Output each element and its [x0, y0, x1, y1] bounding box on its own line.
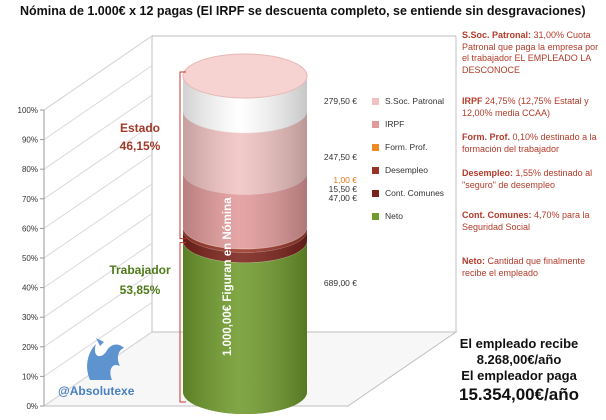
- group-pct: 46,15%: [120, 139, 161, 153]
- legend-label: Neto: [385, 211, 403, 221]
- group-pct: 53,85%: [120, 283, 161, 297]
- note-text: 4,70% para la Seguridad Social: [462, 210, 590, 232]
- summary-employer-label: El empleador paga: [461, 368, 577, 383]
- chart-title: Nómina de 1.000€ x 12 pagas (El IRPF se …: [20, 4, 586, 18]
- note-item: IRPF 24,75% (12,75% Estatal y 12,00% med…: [462, 96, 602, 119]
- note-item: Cont. Comunes: 4,70% para la Seguridad S…: [462, 210, 602, 233]
- y-tick-label: 50%: [22, 254, 38, 263]
- cylinder-bar: 1.000,00€ Figuran en Nómina: [182, 53, 308, 414]
- legend-label: S.Soc. Patronal: [385, 96, 444, 106]
- group-brackets: Estado 46,15% Trabajador 53,85%: [109, 71, 186, 403]
- y-tick-label: 70%: [22, 195, 38, 204]
- bracket-trabajador: [179, 242, 186, 403]
- bar-vertical-label: 1.000,00€ Figuran en Nómina: [222, 197, 234, 356]
- legend-swatch: [372, 213, 379, 220]
- note-item: S.Soc. Patronal: 31,00% Cuota Patronal q…: [462, 30, 602, 76]
- logo-text: @Absolutexe: [58, 384, 135, 398]
- gridline: [43, 242, 153, 318]
- gridline: [43, 272, 153, 348]
- legend-label: Cont. Comunes: [385, 188, 444, 198]
- note-text: 1,55% destinado al "seguro" de desempleo: [462, 168, 593, 190]
- note-item: Form. Prof. 0,10% destinado a la formaci…: [462, 132, 602, 155]
- y-tick-label: 10%: [22, 372, 38, 381]
- gridline: [43, 183, 153, 259]
- cylinder-top: [182, 53, 308, 99]
- note-heading: Cont. Comunes:: [462, 210, 532, 220]
- value-label: 279,50 €: [324, 96, 357, 106]
- legend-swatch: [372, 98, 379, 105]
- y-tick-label: 60%: [22, 224, 38, 233]
- summary-employee-value: 8.268,00€/año: [476, 352, 562, 367]
- gridline: [43, 153, 153, 229]
- legend-swatch: [372, 190, 379, 197]
- bracket-estado: [179, 71, 186, 240]
- y-tick-label: 80%: [22, 165, 38, 174]
- note-heading: Form. Prof.: [462, 132, 511, 142]
- gridline: [43, 35, 153, 111]
- annual-summary: El empleado recibe 8.268,00€/año El empl…: [440, 336, 598, 406]
- y-tick-label: 90%: [22, 136, 38, 145]
- note-text: 24,75% (12,75% Estatal y 12,00% media CC…: [462, 96, 589, 118]
- note-item: Neto: Cantidad que finalmente recibe el …: [462, 256, 602, 279]
- note-text: 31,00% Cuota Patronal que paga la empres…: [462, 30, 599, 75]
- value-label: 47,00 €: [329, 193, 358, 203]
- griffin-logo-icon: [87, 344, 124, 380]
- cylinder-shading: [183, 76, 307, 414]
- y-tick-label: 100%: [18, 106, 38, 115]
- gridline: [43, 94, 153, 170]
- legend-label: Form. Prof.: [385, 142, 428, 152]
- y-tick-label: 30%: [22, 313, 38, 322]
- value-label: 689,00 €: [324, 278, 357, 288]
- value-label: 15,50 €: [329, 184, 358, 194]
- note-text: 0,10% destinado a la formación del traba…: [462, 132, 597, 154]
- group-label: Estado: [120, 121, 160, 135]
- note-item: Desempleo: 1,55% destinado al "seguro" d…: [462, 168, 602, 191]
- value-label: 247,50 €: [324, 152, 357, 162]
- note-text: Cantidad que finalmente recibe el emplea…: [462, 256, 586, 278]
- legend-label: IRPF: [385, 119, 404, 129]
- legend-label: Desempleo: [385, 165, 428, 175]
- note-heading: IRPF: [462, 96, 483, 106]
- note-heading: Neto:: [462, 256, 485, 266]
- y-axis: 0% 10% 20% 30% 40% 50% 60% 70% 80% 90% 100%: [18, 106, 45, 411]
- legend: S.Soc. Patronal IRPF Form. Prof. Desempleo C…: [372, 96, 444, 221]
- logo-icon: [87, 338, 124, 380]
- legend-swatch: [372, 167, 379, 174]
- summary-employer-value: 15.354,00€/año: [458, 385, 580, 404]
- summary-employee-label: El empleado recibe: [459, 336, 579, 351]
- note-heading: S.Soc. Patronal:: [462, 30, 532, 40]
- note-heading: Desempleo:: [462, 168, 514, 178]
- value-labels: 689,00 € 47,00 €15,50 €1,00 € 247,50 € 279,…: [324, 96, 357, 288]
- legend-swatch: [372, 121, 379, 128]
- value-label: 1,00 €: [333, 175, 357, 185]
- y-tick-label: 40%: [22, 284, 38, 293]
- group-label: Trabajador: [109, 263, 171, 277]
- y-tick-label: 0%: [26, 402, 38, 411]
- gridline: [43, 213, 153, 289]
- gridline: [43, 124, 153, 200]
- legend-swatch: [372, 144, 379, 151]
- y-tick-label: 20%: [22, 343, 38, 352]
- gridline: [43, 65, 153, 141]
